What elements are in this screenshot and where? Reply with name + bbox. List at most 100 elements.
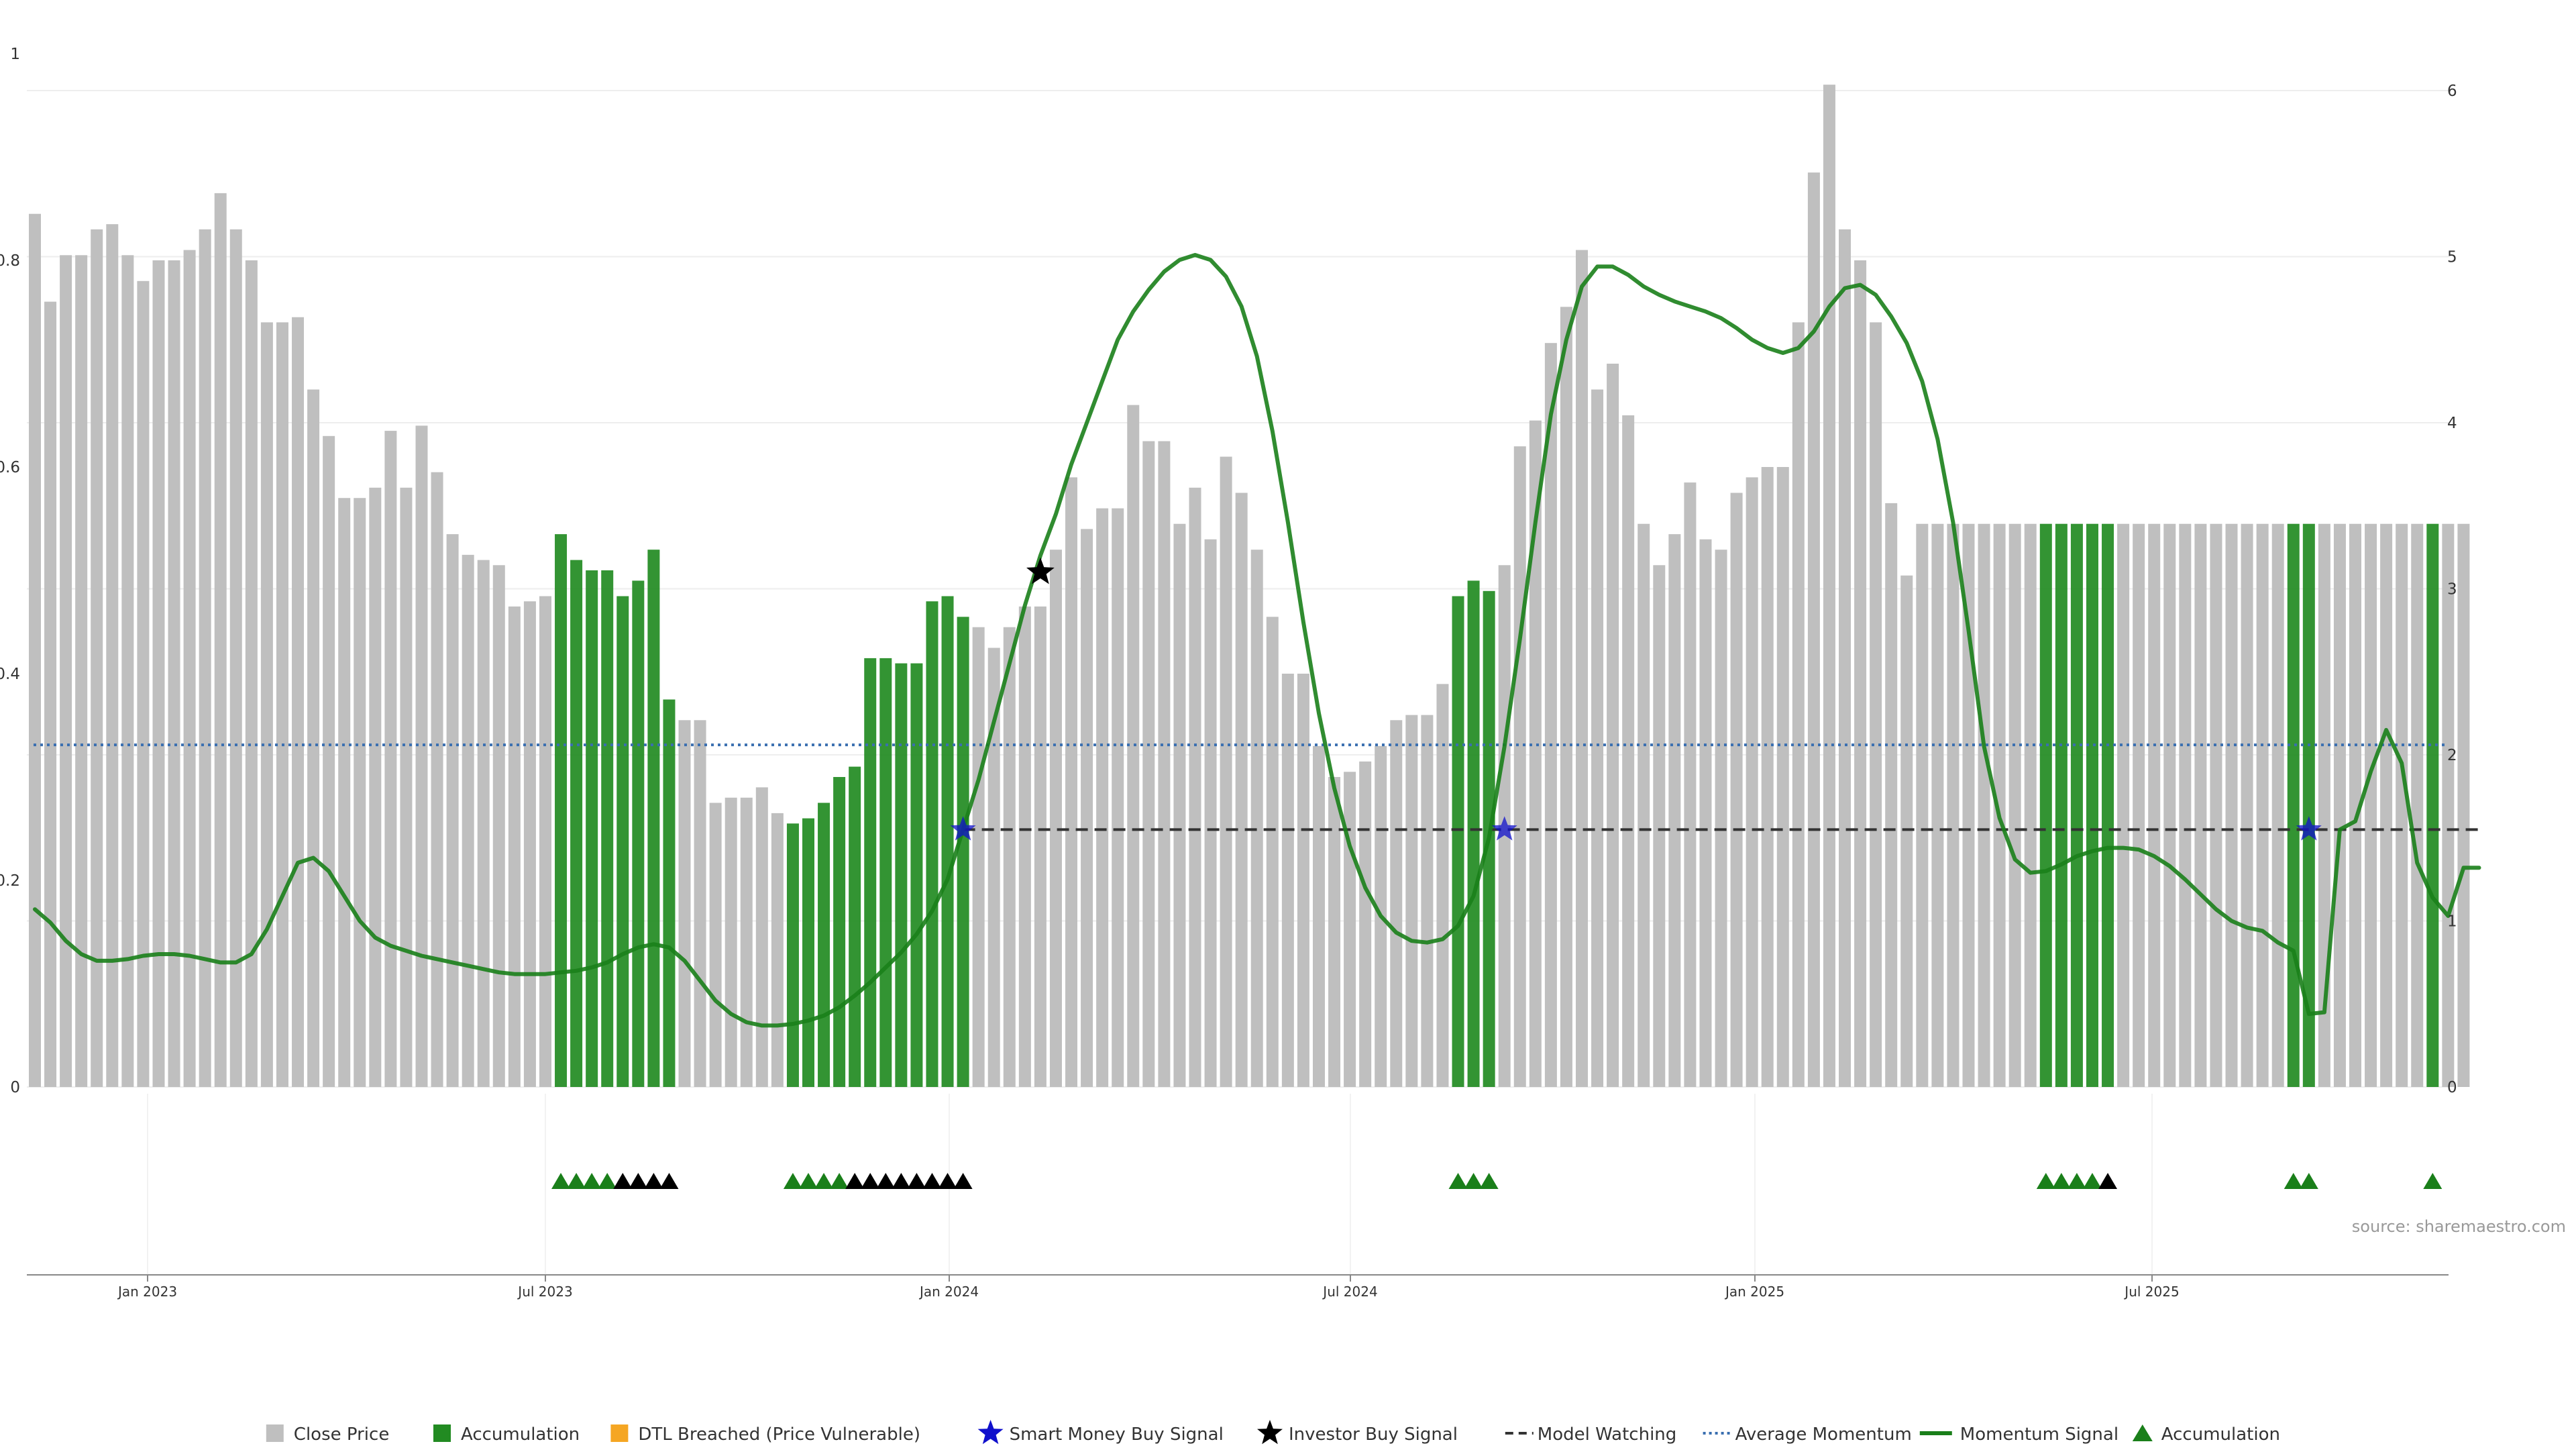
bar-close-price bbox=[1792, 322, 1805, 1087]
legend-label: Smart Money Buy Signal bbox=[1010, 1424, 1224, 1445]
bar-close-price bbox=[1668, 534, 1681, 1087]
signal-triangle-black bbox=[938, 1173, 957, 1189]
accumulation-triangle bbox=[2051, 1173, 2071, 1189]
bar-close-price bbox=[214, 193, 227, 1087]
accumulation-triangle bbox=[2067, 1173, 2086, 1189]
bar-accumulation bbox=[926, 601, 938, 1087]
x-tick-label: Jan 2023 bbox=[117, 1284, 177, 1300]
bar-accumulation bbox=[802, 818, 814, 1087]
bar-close-price bbox=[1576, 250, 1588, 1088]
bar-close-price bbox=[91, 229, 103, 1087]
bar-close-price bbox=[44, 301, 57, 1088]
bar-accumulation bbox=[864, 658, 877, 1087]
signal-triangle-black bbox=[892, 1173, 911, 1189]
bar-close-price bbox=[1049, 550, 1062, 1087]
legend: Close Price Accumulation DTL Breached (Pri… bbox=[266, 1420, 2280, 1445]
bar-accumulation bbox=[663, 699, 676, 1087]
bar-accumulation bbox=[555, 534, 568, 1087]
bar-accumulation bbox=[2302, 523, 2315, 1087]
bar-close-price bbox=[1328, 777, 1341, 1087]
right-axis-tick-label: 3 bbox=[2447, 581, 2457, 599]
bar-close-price bbox=[462, 554, 474, 1087]
bar-close-price bbox=[400, 487, 413, 1087]
bar-close-price bbox=[354, 498, 366, 1087]
bar-close-price bbox=[2349, 523, 2361, 1087]
bar-close-price bbox=[106, 224, 119, 1088]
bar-close-price bbox=[740, 797, 753, 1087]
right-axis-tick-label: 6 bbox=[2447, 83, 2457, 100]
bar-close-price bbox=[2148, 523, 2161, 1087]
signal-triangle-black bbox=[659, 1173, 679, 1189]
bar-close-price bbox=[1839, 229, 1851, 1087]
x-tick-label: Jul 2025 bbox=[2123, 1284, 2179, 1300]
bar-close-price bbox=[1235, 492, 1248, 1087]
investor-buy-star bbox=[1026, 557, 1055, 584]
bar-accumulation bbox=[895, 663, 908, 1087]
left-axis-tick-label: 0.8 bbox=[0, 252, 20, 270]
legend-marker-square bbox=[433, 1424, 451, 1442]
bar-close-price bbox=[1653, 565, 1666, 1087]
bar-close-price bbox=[29, 213, 41, 1088]
bar-close-price bbox=[1746, 477, 1758, 1087]
accumulation-triangle bbox=[1448, 1173, 1468, 1189]
signal-triangle-black bbox=[845, 1173, 865, 1189]
bar-close-price bbox=[2442, 523, 2455, 1087]
bar-close-price bbox=[1003, 627, 1016, 1087]
bar-close-price bbox=[260, 322, 273, 1087]
bar-close-price bbox=[338, 498, 351, 1087]
bar-close-price bbox=[2133, 523, 2145, 1087]
bar-close-price bbox=[415, 425, 428, 1087]
accumulation-triangle bbox=[814, 1173, 834, 1189]
bar-close-price bbox=[2241, 523, 2253, 1087]
bar-close-price bbox=[987, 647, 1000, 1087]
accumulation-triangle bbox=[799, 1173, 818, 1189]
bar-accumulation bbox=[570, 560, 583, 1087]
x-tick-label: Jul 2024 bbox=[1322, 1284, 1377, 1300]
bar-close-price bbox=[1096, 508, 1109, 1087]
legend-item: Model Watching bbox=[1505, 1424, 1676, 1445]
bar-close-price bbox=[292, 317, 305, 1088]
bar-close-price bbox=[539, 596, 551, 1087]
accumulation-triangle bbox=[2082, 1173, 2102, 1189]
bar-close-price bbox=[1344, 772, 1356, 1087]
bar-close-price bbox=[1359, 761, 1372, 1087]
bars-layer bbox=[29, 85, 2470, 1088]
bar-close-price bbox=[1823, 85, 1835, 1088]
bar-close-price bbox=[168, 260, 180, 1087]
signal-triangle-black bbox=[644, 1173, 663, 1189]
bar-accumulation bbox=[941, 596, 954, 1087]
bar-close-price bbox=[508, 606, 521, 1087]
legend-marker-triangle bbox=[2132, 1424, 2153, 1441]
smart-money-buy-star bbox=[2296, 816, 2322, 841]
signal-triangle-black bbox=[861, 1173, 880, 1189]
bar-accumulation bbox=[601, 570, 614, 1087]
x-tick-label: Jan 2025 bbox=[1724, 1284, 1784, 1300]
bar-close-price bbox=[2318, 523, 2330, 1087]
legend-item: Accumulation bbox=[433, 1424, 580, 1445]
left-axis-tick-label: 1 bbox=[10, 46, 20, 63]
bar-close-price bbox=[1978, 523, 1990, 1087]
bar-close-price bbox=[1142, 441, 1155, 1087]
bar-close-price bbox=[1081, 529, 1093, 1087]
bar-close-price bbox=[1900, 575, 1913, 1087]
bottom-markers-layer bbox=[551, 1173, 2443, 1189]
bar-close-price bbox=[1947, 523, 1960, 1087]
lines-layer bbox=[33, 253, 2481, 1028]
bar-close-price bbox=[1622, 415, 1635, 1087]
bar-accumulation bbox=[2039, 523, 2052, 1087]
accumulation-triangle bbox=[598, 1173, 617, 1189]
bar-close-price bbox=[1993, 523, 2006, 1087]
bar-close-price bbox=[1421, 715, 1434, 1087]
bar-close-price bbox=[2210, 523, 2222, 1087]
bar-accumulation bbox=[786, 823, 799, 1087]
bar-accumulation bbox=[632, 580, 645, 1087]
bar-close-price bbox=[724, 797, 737, 1087]
accumulation-triangle bbox=[2284, 1173, 2303, 1189]
bar-close-price bbox=[1158, 441, 1171, 1087]
bar-close-price bbox=[1034, 606, 1046, 1087]
signal-triangle-black bbox=[629, 1173, 648, 1189]
bar-close-price bbox=[2024, 523, 2037, 1087]
signal-triangle-black bbox=[613, 1173, 633, 1189]
bar-close-price bbox=[523, 601, 536, 1087]
